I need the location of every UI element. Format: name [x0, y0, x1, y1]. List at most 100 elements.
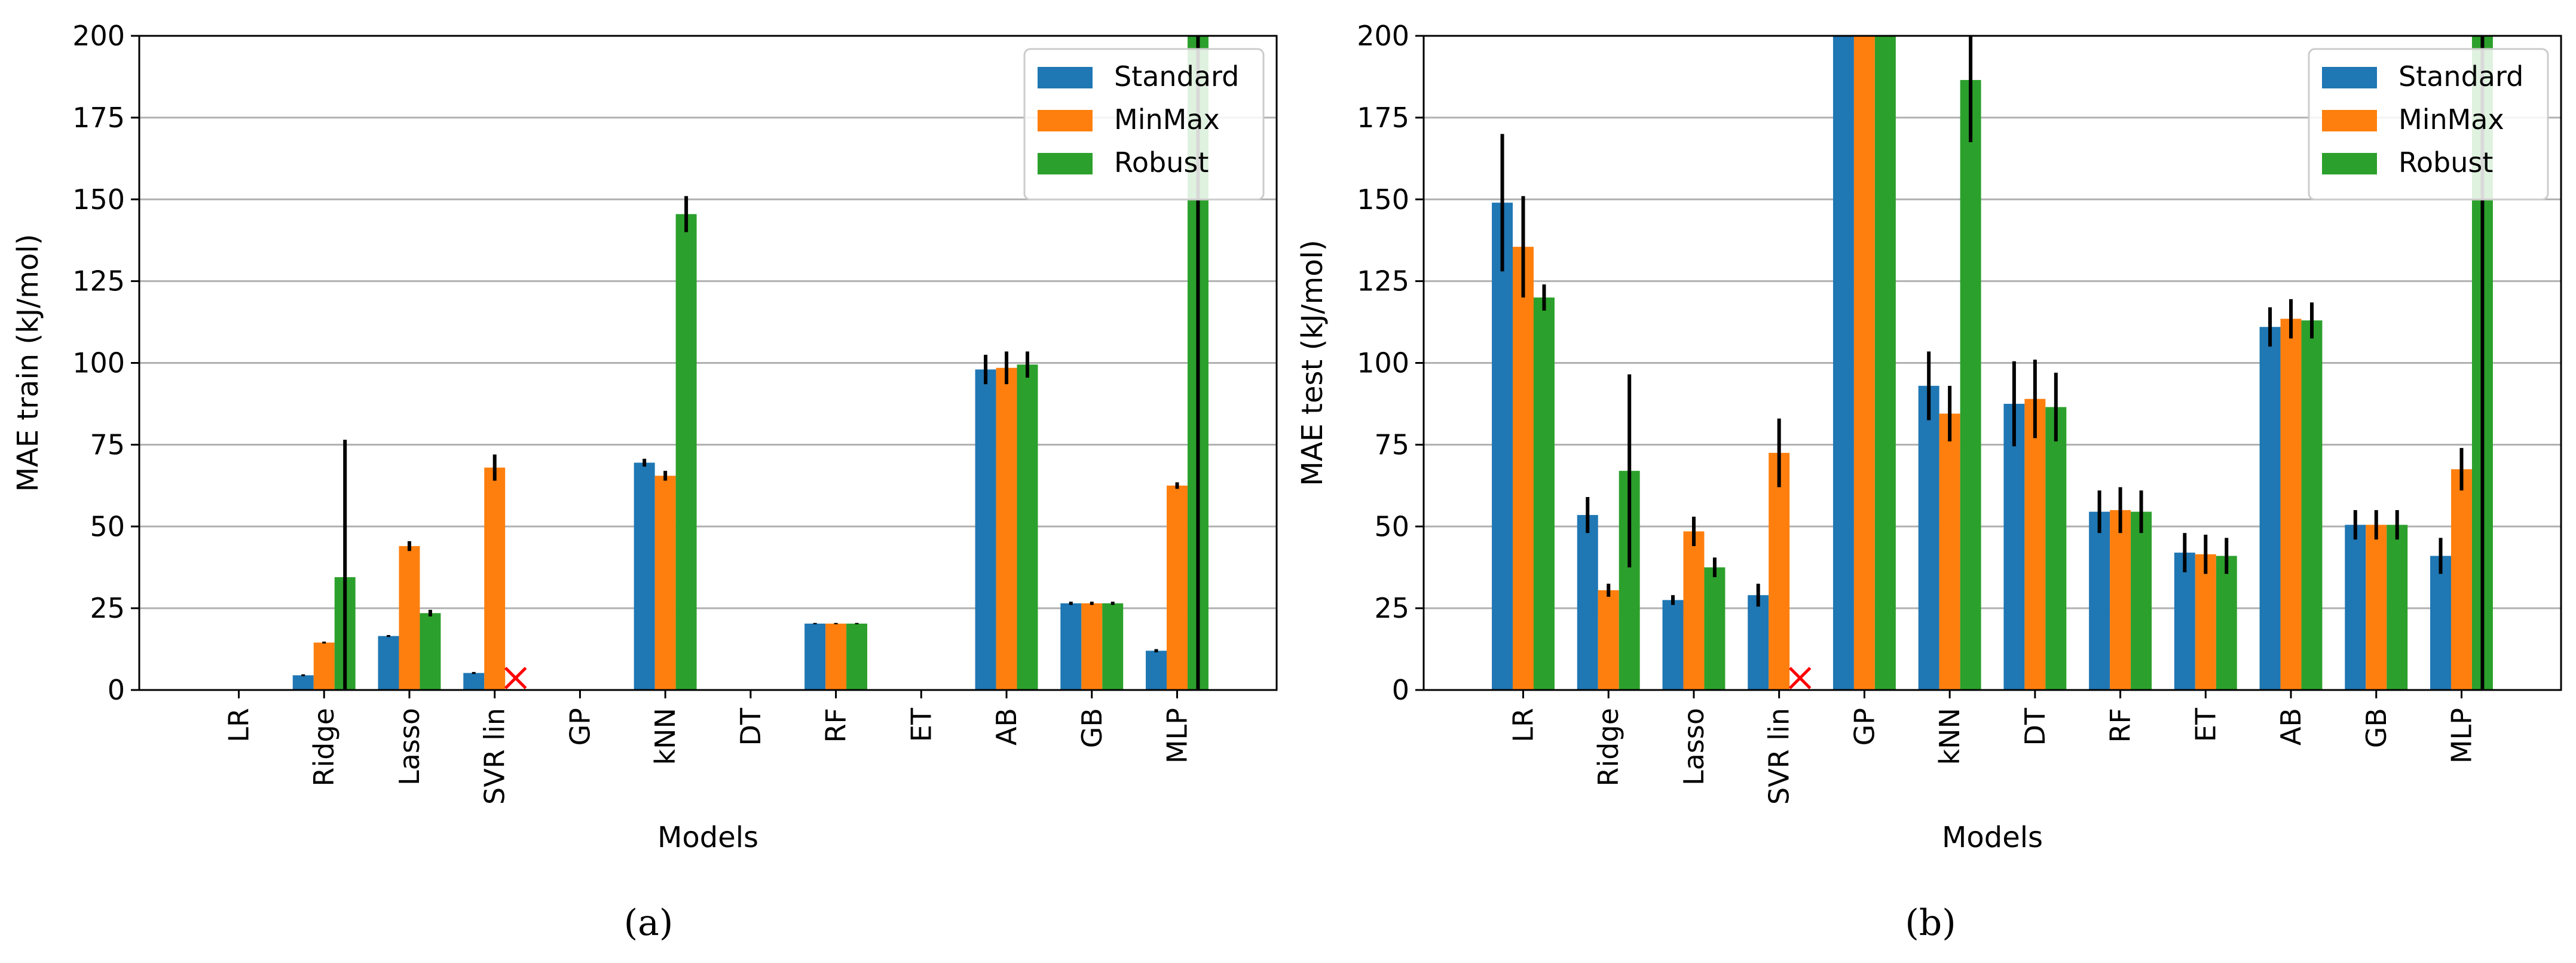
bar-standard: [1060, 603, 1082, 690]
x-ticks: LR Ridge Lasso SVR lin GP kNN DT RF ET AB GB MLP: [1507, 690, 2477, 805]
bar-minmax: [1081, 603, 1103, 690]
x-tick-label: RF: [820, 708, 852, 743]
bar-minmax: [2451, 469, 2472, 690]
chart-panel-a: 0 25 50 75 100 125 150 175 200 LR Ridge Lasso SVR l…: [11, 20, 1278, 944]
bar-standard: [1748, 595, 1769, 690]
missing-marker: [504, 667, 527, 689]
legend-swatch: [1038, 110, 1093, 131]
x-tick-label: GP: [1848, 708, 1880, 746]
missing-markers: [1788, 667, 1812, 689]
legend-label: Standard: [2398, 60, 2523, 93]
panel-caption: (b): [1905, 902, 1956, 944]
bar-minmax: [484, 467, 506, 690]
bar-minmax: [1683, 531, 1705, 690]
y-tick-label: 150: [72, 183, 125, 216]
y-axis-label: MAE test (kJ/mol): [1296, 240, 1329, 486]
missing-marker: [1788, 667, 1812, 689]
bar-minmax: [1853, 36, 1875, 690]
plot-frame: [138, 35, 1278, 691]
bar-minmax: [654, 476, 676, 690]
y-tick-label: 0: [1392, 674, 1409, 706]
x-tick-label: SVR lin: [479, 708, 511, 805]
y-tick-label: 25: [1374, 592, 1409, 624]
bar-standard: [1577, 515, 1598, 690]
legend-label: Standard: [1114, 60, 1239, 93]
bar-standard: [2003, 403, 2025, 690]
x-tick-label: kNN: [1933, 708, 1966, 765]
bar-robust: [2131, 511, 2152, 690]
legend-label: MinMax: [1114, 103, 1220, 136]
bar-standard: [2345, 525, 2366, 690]
y-axis-label: MAE train (kJ/mol): [11, 234, 45, 492]
bar-minmax: [2366, 525, 2387, 690]
legend-swatch: [2322, 67, 2377, 88]
bar-minmax: [1769, 453, 1790, 690]
legend-label: Robust: [2398, 146, 2493, 179]
bar-standard: [1662, 600, 1684, 690]
missing-markers: [504, 667, 527, 689]
y-tick-label: 125: [72, 265, 125, 298]
y-tick-label: 100: [1357, 347, 1409, 379]
panel-caption: (a): [624, 902, 674, 944]
legend: Standard MinMax Robust: [1023, 48, 1265, 201]
bar-minmax: [399, 546, 420, 690]
x-axis-label: Models: [657, 821, 758, 854]
legend: Standard MinMax Robust: [2308, 48, 2549, 201]
x-tick-label: Ridge: [1592, 708, 1624, 786]
legend-label: MinMax: [2398, 103, 2504, 136]
bar-minmax: [2024, 398, 2046, 690]
bar-standard: [292, 675, 314, 690]
legend-swatch: [2322, 153, 2377, 174]
x-tick-label: LR: [1507, 708, 1540, 743]
x-tick-label: RF: [2104, 708, 2137, 743]
bar-robust: [1960, 79, 1981, 691]
x-tick-label: GB: [1076, 708, 1108, 748]
x-tick-label: AB: [990, 708, 1023, 746]
bar-minmax: [2280, 318, 2302, 690]
bar-standard: [2174, 553, 2195, 690]
x-tick-label: AB: [2275, 708, 2307, 746]
bar-robust: [420, 613, 441, 690]
bar-minmax: [313, 642, 335, 690]
x-tick-label: SVR lin: [1763, 708, 1795, 805]
x-tick-label: Ridge: [308, 708, 340, 786]
legend-swatch: [1038, 67, 1093, 88]
legend-swatch: [1038, 153, 1093, 174]
x-tick-label: Lasso: [393, 708, 426, 786]
chart-panel-b: 0 25 50 75 100 125 150 175 200 LR Ridge Lasso SVR l…: [1296, 20, 2562, 944]
legend-swatch: [2322, 110, 2377, 131]
bar-standard: [1918, 385, 1939, 690]
bar-minmax: [2110, 510, 2131, 690]
bar-robust: [2045, 407, 2067, 690]
x-tick-label: ET: [905, 707, 937, 742]
bar-standard: [2430, 556, 2452, 690]
bar-standard: [1832, 36, 1854, 690]
y-tick-label: 50: [1374, 510, 1409, 542]
bar-standard: [804, 623, 826, 690]
y-tick-label: 200: [1357, 20, 1409, 52]
bar-minmax: [2195, 554, 2216, 690]
bar-standard: [1146, 651, 1167, 690]
y-tick-label: 200: [72, 20, 125, 52]
plot-frame: [1422, 35, 2562, 691]
y-tick-label: 50: [90, 510, 125, 542]
legend-label: Robust: [1114, 146, 1209, 179]
bar-robust: [1533, 298, 1555, 690]
x-axis-label: Models: [1942, 821, 2043, 854]
y-tick-label: 75: [90, 428, 125, 461]
bar-standard: [634, 462, 655, 690]
x-tick-label: DT: [2019, 707, 2051, 746]
bar-robust: [1704, 567, 1726, 690]
y-tick-label: 100: [72, 347, 125, 379]
bar-minmax: [1513, 247, 1534, 690]
y-tick-label: 75: [1374, 428, 1409, 461]
y-tick-label: 25: [90, 592, 125, 624]
x-tick-label: MLP: [1161, 708, 1193, 763]
y-tick-label: 175: [1357, 102, 1409, 134]
x-tick-label: kNN: [649, 708, 681, 765]
bar-robust: [2216, 556, 2237, 690]
y-tick-label: 150: [1357, 183, 1409, 216]
bar-standard: [378, 636, 399, 690]
x-tick-label: ET: [2189, 707, 2222, 742]
